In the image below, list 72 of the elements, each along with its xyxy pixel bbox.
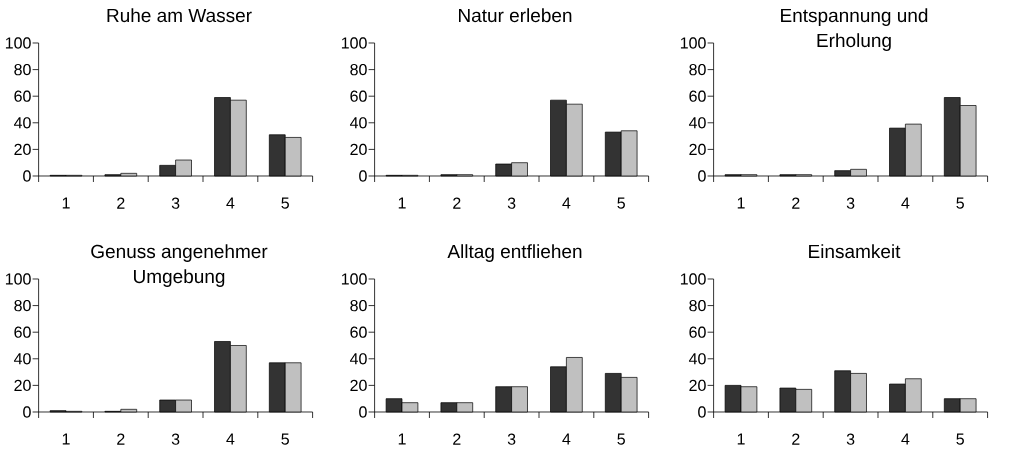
chart-title: Entspannung und Erholung — [781, 8, 928, 51]
x-tick-label: 1 — [737, 433, 745, 445]
x-tick-label: 3 — [507, 433, 516, 445]
x-tick-label: 3 — [846, 433, 855, 445]
x-tick-label: 2 — [453, 433, 461, 445]
y-tick-label: 40 — [349, 353, 367, 365]
x-tick-label: 5 — [281, 197, 289, 209]
x-tick-label: 5 — [617, 433, 625, 445]
y-tick-label: 40 — [13, 117, 31, 129]
y-tick-label: 60 — [689, 326, 706, 338]
y-tick-label: 40 — [13, 353, 31, 365]
x-tick-label: 4 — [226, 433, 235, 445]
x-tick-label: 3 — [846, 197, 855, 209]
x-tick-label: 1 — [62, 433, 70, 445]
y-tick-label: 100 — [680, 37, 706, 49]
y-tick-label: 20 — [14, 143, 31, 156]
y-tick-label: 0 — [698, 170, 706, 182]
x-tick-label: 2 — [792, 433, 800, 445]
y-tick-label: 80 — [689, 63, 706, 76]
y-tick-label: 0 — [23, 406, 31, 418]
y-tick-label: 40 — [349, 117, 367, 129]
y-tick-label: 60 — [350, 90, 367, 102]
chart-title: Einsamkeit — [809, 244, 901, 259]
y-tick-label: 80 — [350, 299, 367, 312]
x-tick-label: 4 — [226, 197, 235, 209]
y-tick-label: 100 — [5, 37, 31, 49]
x-tick-label: 1 — [398, 197, 406, 209]
chart-title: Ruhe am Wasser — [107, 8, 252, 23]
y-tick-label: 20 — [350, 143, 367, 156]
y-tick-label: 0 — [23, 170, 31, 182]
y-tick-label: 60 — [14, 90, 31, 102]
y-tick-label: 20 — [350, 379, 367, 392]
chart-title: Genuss angenehmer Umgebung — [91, 244, 268, 287]
y-tick-label: 100 — [5, 273, 31, 285]
x-tick-label: 2 — [453, 197, 461, 209]
y-tick-label: 0 — [359, 170, 367, 182]
x-tick-label: 1 — [737, 197, 745, 209]
y-tick-label: 60 — [350, 326, 367, 338]
y-tick-label: 0 — [359, 406, 367, 418]
y-tick-label: 100 — [341, 37, 367, 49]
y-tick-label: 80 — [14, 63, 31, 76]
chart-title: Natur erleben — [459, 8, 572, 23]
x-tick-label: 3 — [171, 197, 180, 209]
x-tick-label: 3 — [507, 197, 516, 209]
y-tick-label: 0 — [698, 406, 706, 418]
y-tick-label: 100 — [680, 273, 706, 285]
y-tick-label: 20 — [689, 379, 706, 392]
y-tick-label: 20 — [14, 379, 31, 392]
y-tick-label: 80 — [689, 299, 706, 312]
x-tick-label: 5 — [617, 197, 625, 209]
x-tick-label: 1 — [398, 433, 406, 445]
x-tick-label: 2 — [792, 197, 800, 209]
x-tick-label: 2 — [117, 433, 125, 445]
y-tick-label: 60 — [689, 90, 706, 102]
x-tick-label: 4 — [562, 197, 571, 209]
x-tick-label: 3 — [171, 433, 180, 445]
x-tick-label: 4 — [562, 433, 571, 445]
x-tick-label: 5 — [956, 433, 964, 445]
y-tick-label: 100 — [341, 273, 367, 285]
y-tick-label: 80 — [350, 63, 367, 76]
x-tick-label: 5 — [281, 433, 289, 445]
x-tick-label: 2 — [117, 197, 125, 209]
x-tick-label: 4 — [901, 433, 910, 445]
x-tick-label: 1 — [62, 197, 70, 209]
y-tick-label: 40 — [688, 117, 706, 129]
x-tick-label: 5 — [956, 197, 964, 209]
y-tick-label: 20 — [689, 143, 706, 156]
y-tick-label: 80 — [14, 299, 31, 312]
x-tick-label: 4 — [901, 197, 910, 209]
y-tick-label: 40 — [688, 353, 706, 365]
chart-title: Alltag entfliehen — [447, 244, 582, 262]
y-tick-label: 60 — [14, 326, 31, 338]
